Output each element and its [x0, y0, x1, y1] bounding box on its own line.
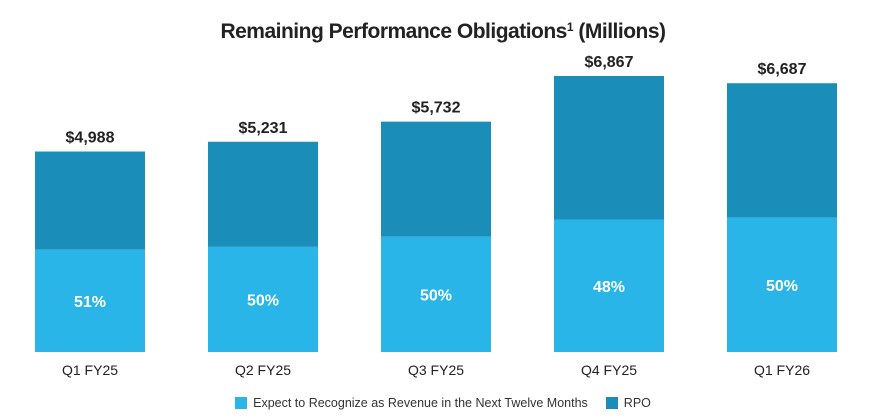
- bar-chart: 51% $4,988 Q1 FY25 50% $5,231 Q2 FY25 50% $5,73…: [35, 54, 837, 378]
- category-label-2: Q2 FY25: [235, 362, 291, 378]
- total-label-3: $5,732: [412, 100, 461, 117]
- total-label-5: $6,687: [758, 61, 807, 78]
- legend: Expect to Recognize as Revenue in the Ne…: [0, 396, 886, 410]
- legend-item-rpo: RPO: [605, 396, 651, 410]
- bar-next-twelve-months-2: [208, 246, 318, 352]
- bar-rpo-4: [554, 76, 664, 220]
- bar-rpo-1: [35, 151, 145, 250]
- category-label-5: Q1 FY26: [754, 362, 810, 378]
- bar-next-twelve-months-1: [35, 249, 145, 352]
- bar-next-twelve-months-4: [554, 219, 664, 352]
- chart-title-main: Remaining Performance Obligations: [220, 20, 567, 43]
- bar-next-twelve-months-5: [727, 217, 837, 352]
- bar-rpo-3: [381, 121, 491, 237]
- legend-swatch-rpo: [605, 397, 618, 409]
- total-label-1: $4,988: [66, 130, 115, 147]
- legend-item-next-twelve-months: Expect to Recognize as Revenue in the Ne…: [235, 396, 588, 410]
- chart-title-units: (Millions): [578, 20, 666, 43]
- chart-title-footnote: 1: [566, 20, 574, 34]
- bar-rpo-5: [727, 83, 837, 218]
- percent-label-2: 50%: [247, 292, 279, 309]
- legend-swatch-next-twelve-months: [235, 397, 248, 409]
- legend-label-next-twelve-months: Expect to Recognize as Revenue in the Ne…: [253, 396, 588, 410]
- legend-label-rpo: RPO: [623, 396, 651, 410]
- percent-label-1: 51%: [74, 294, 106, 311]
- total-label-4: $6,867: [585, 54, 634, 71]
- bar-rpo-2: [208, 141, 318, 247]
- total-label-2: $5,231: [239, 120, 288, 137]
- chart-title: Remaining Performance Obligations1 (Mill…: [0, 20, 886, 44]
- category-label-4: Q4 FY25: [581, 362, 637, 378]
- category-label-3: Q3 FY25: [408, 362, 464, 378]
- percent-label-4: 48%: [593, 279, 625, 296]
- percent-label-5: 50%: [766, 278, 798, 295]
- percent-label-3: 50%: [420, 287, 452, 304]
- bar-next-twelve-months-3: [381, 236, 491, 352]
- category-label-1: Q1 FY25: [62, 362, 118, 378]
